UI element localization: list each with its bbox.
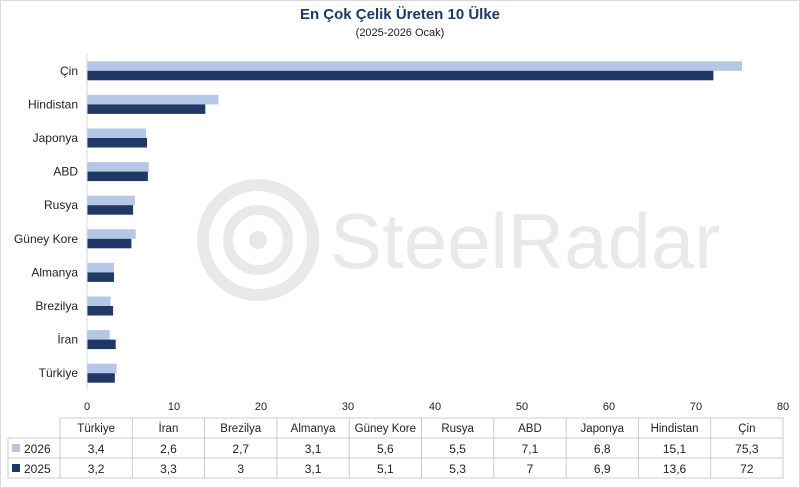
bar-2026	[87, 330, 110, 340]
table-cell: 3,1	[305, 442, 322, 456]
x-tick-label: 40	[429, 401, 441, 413]
table-cell: 5,6	[377, 442, 394, 456]
table-cell: 6,9	[594, 462, 611, 476]
category-label: Almanya	[31, 265, 78, 279]
table-cell: 2,7	[232, 442, 249, 456]
category-label: Rusya	[44, 198, 78, 212]
bar-2026	[87, 195, 135, 206]
x-tick-label: 20	[255, 401, 267, 413]
bar-2026	[87, 296, 111, 306]
bar-2026	[87, 128, 147, 138]
bar-2026	[87, 229, 136, 239]
table-header: ABD	[518, 423, 542, 435]
table-header: Rusya	[441, 423, 474, 435]
x-tick-label: 30	[342, 401, 354, 413]
category-label: Japonya	[33, 131, 79, 145]
legend-swatch-2026	[12, 444, 20, 452]
table-cell: 2,6	[160, 442, 177, 456]
x-tick-label: 10	[168, 401, 180, 413]
table-cell: 3,3	[160, 462, 177, 476]
bar-2025	[87, 306, 114, 316]
category-label: Güney Kore	[14, 232, 78, 246]
table-cell: 7	[527, 462, 534, 476]
bar-2025	[87, 238, 132, 249]
table-cell: 5,1	[377, 462, 394, 476]
table-header: Güney Kore	[355, 423, 416, 435]
legend-label: 2025	[24, 462, 51, 476]
svg-text:SteelRadar: SteelRadar	[330, 197, 720, 285]
category-label: Çin	[60, 64, 78, 78]
table-header: İran	[159, 422, 179, 435]
table-cell: 7,1	[522, 442, 539, 456]
chart-subtitle: (2025-2026 Ocak)	[356, 27, 445, 39]
x-tick-label: 80	[777, 401, 789, 413]
table-cell: 13,6	[663, 462, 687, 476]
bar-2025	[87, 272, 114, 282]
table-cell: 75,3	[735, 442, 759, 456]
bar-2025	[87, 104, 206, 114]
bar-2025	[87, 339, 116, 350]
x-tick-label: 70	[690, 401, 702, 413]
bar-2026	[87, 262, 114, 273]
bar-2025	[87, 70, 714, 81]
x-tick-label: 50	[516, 401, 528, 413]
category-label: ABD	[53, 165, 78, 179]
bar-2026	[87, 363, 117, 374]
table-cell: 6,8	[594, 442, 611, 456]
category-label: İran	[57, 333, 78, 347]
table-header: Almanya	[291, 423, 336, 435]
category-label: Hindistan	[28, 97, 78, 111]
table-cell: 15,1	[663, 442, 687, 456]
bar-2025	[87, 373, 115, 383]
table-header: Brezilya	[220, 423, 262, 435]
table-header: Japonya	[581, 423, 625, 435]
table-header: Çin	[738, 423, 755, 435]
legend-swatch-2025	[12, 464, 20, 472]
table-header: Hindistan	[651, 423, 699, 435]
bar-2026	[87, 162, 149, 172]
table-cell: 3,1	[305, 462, 322, 476]
table-cell: 5,5	[449, 442, 466, 456]
table-header: Türkiye	[77, 423, 115, 435]
table-cell: 3	[237, 462, 244, 476]
x-tick-label: 0	[84, 401, 90, 413]
table-cell: 5,3	[449, 462, 466, 476]
table-cell: 3,2	[88, 462, 105, 476]
bar-2026	[87, 94, 219, 105]
x-tick-label: 60	[603, 401, 615, 413]
bar-2025	[87, 205, 134, 215]
chart-title: En Çok Çelik Üreten 10 Ülke	[300, 6, 500, 23]
bar-2025	[87, 138, 148, 148]
table-cell: 72	[740, 462, 754, 476]
category-label: Brezilya	[35, 299, 78, 313]
table-cell: 3,4	[88, 442, 105, 456]
watermark-logo: SteelRadar	[197, 179, 720, 301]
category-label: Türkiye	[39, 366, 79, 380]
bar-2025	[87, 171, 148, 182]
bar-2026	[87, 61, 743, 71]
legend-label: 2026	[24, 442, 51, 456]
